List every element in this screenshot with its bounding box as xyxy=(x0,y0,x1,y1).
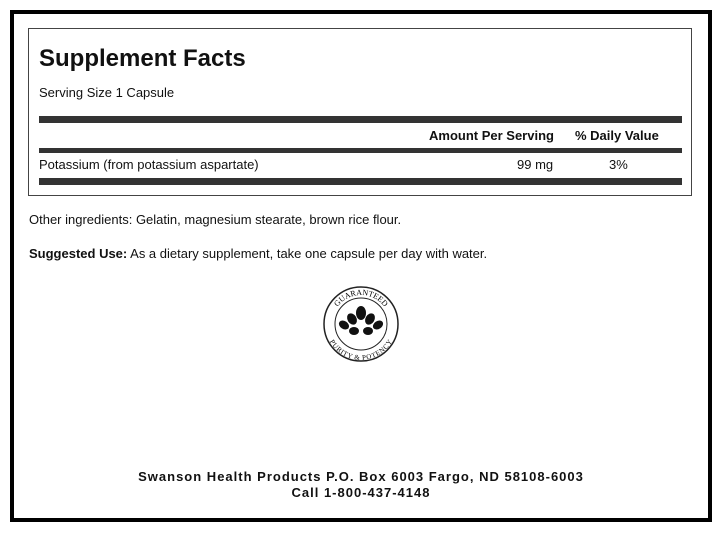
header-daily-value: % Daily Value xyxy=(575,128,659,143)
footer-address: Swanson Health Products P.O. Box 6003 Fa… xyxy=(138,469,584,484)
serving-size: Serving Size 1 Capsule xyxy=(39,85,175,100)
suggested-use-text: As a dietary supplement, take one capsul… xyxy=(127,246,488,261)
footer-phone: Call 1-800-437-4148 xyxy=(291,485,431,500)
other-ingredients: Other ingredients: Gelatin, magnesium st… xyxy=(29,212,402,227)
label-frame xyxy=(10,10,712,522)
suggested-use: Suggested Use: As a dietary supplement, … xyxy=(29,246,487,261)
panel-title: Supplement Facts xyxy=(39,45,246,72)
divider xyxy=(39,178,682,185)
suggested-use-label: Suggested Use: xyxy=(29,246,128,261)
supplement-facts-panel: Supplement Facts Serving Size 1 Capsule … xyxy=(28,28,692,196)
nutrient-name: Potassium (from potassium aspartate) xyxy=(39,157,259,172)
header-amount: Amount Per Serving xyxy=(429,128,554,143)
nutrient-dv: 3% xyxy=(609,157,628,172)
nutrient-amount: 99 mg xyxy=(517,157,554,172)
divider xyxy=(39,148,682,153)
divider xyxy=(39,116,682,123)
guaranteed-seal-icon: GUARANTEED PURITY & POTENCY xyxy=(323,286,399,362)
